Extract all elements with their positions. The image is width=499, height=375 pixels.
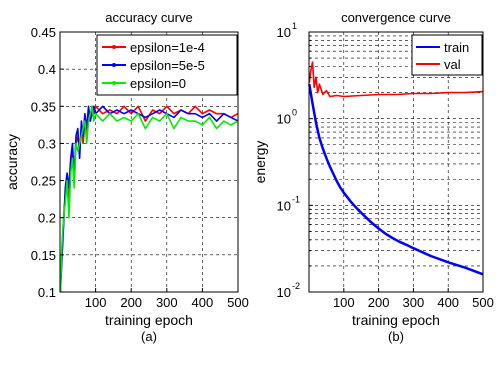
accuracy-x-axis-label: training epoch bbox=[105, 312, 193, 328]
convergence-legend: train val bbox=[411, 34, 483, 76]
legend-label: train bbox=[444, 40, 469, 55]
y-tick-label: 10 bbox=[277, 112, 291, 127]
x-tick-label: 500 bbox=[227, 295, 249, 310]
legend-marker bbox=[112, 45, 116, 49]
legend-label: val bbox=[444, 57, 461, 72]
y-tick-label: 10 bbox=[277, 25, 291, 40]
y-tick-label: 10 bbox=[277, 198, 291, 213]
accuracy-y-axis-label: accuracy bbox=[4, 134, 20, 190]
y-tick-exponent: 0 bbox=[292, 108, 297, 118]
legend-marker bbox=[112, 63, 116, 67]
y-tick-exponent: -2 bbox=[292, 281, 300, 291]
x-tick-label: 300 bbox=[156, 295, 178, 310]
x-tick-label: 100 bbox=[333, 295, 355, 310]
legend-marker bbox=[112, 81, 116, 85]
series-line-train bbox=[308, 83, 484, 276]
x-tick-label: 400 bbox=[437, 295, 459, 310]
x-tick-label: 200 bbox=[120, 295, 142, 310]
accuracy-chart-title: accuracy curve bbox=[105, 10, 192, 25]
y-tick-label: 0.35 bbox=[31, 99, 56, 114]
x-tick-label: 200 bbox=[368, 295, 390, 310]
x-tick-label: 500 bbox=[472, 295, 494, 310]
series-line-val bbox=[308, 61, 484, 98]
convergence-plot-frame bbox=[308, 31, 484, 293]
accuracy-legend: epsilon=1e-4 epsilon=5e-5 epsilon=0 bbox=[96, 34, 238, 96]
y-tick-label: 0.1 bbox=[38, 285, 56, 300]
legend-label: epsilon=1e-4 bbox=[130, 40, 205, 55]
y-tick-label: 0.2 bbox=[38, 211, 56, 226]
y-tick-label: 0.15 bbox=[31, 248, 56, 263]
series-line-epsilon-1e-4 bbox=[59, 105, 239, 285]
y-tick-exponent: -1 bbox=[292, 194, 300, 204]
series-line-epsilon-0 bbox=[59, 105, 239, 293]
accuracy-axis-ticks: 100 200 300 400 500 0.1 0.15 0.2 0.25 0.3 0.35 0.4 0… bbox=[31, 25, 249, 310]
x-tick-label: 400 bbox=[192, 295, 214, 310]
y-tick-label: 0.3 bbox=[38, 136, 56, 151]
convergence-series-lines bbox=[308, 61, 484, 276]
y-tick-label: 0.25 bbox=[31, 174, 56, 189]
convergence-x-axis-label: training epoch bbox=[352, 312, 440, 328]
convergence-chart-title: convergence curve bbox=[341, 10, 451, 25]
legend-box bbox=[411, 34, 483, 76]
x-tick-label: 300 bbox=[403, 295, 425, 310]
accuracy-chart: accuracy curve 100 200 300 400 500 0.1 0.15 0.2… bbox=[4, 10, 249, 344]
accuracy-plot-frame bbox=[59, 31, 239, 293]
accuracy-caption: (a) bbox=[141, 329, 157, 344]
x-tick-label: 100 bbox=[85, 295, 107, 310]
y-tick-label: 10 bbox=[277, 285, 291, 300]
accuracy-series-lines bbox=[59, 105, 239, 293]
legend-label: epsilon=0 bbox=[130, 76, 186, 91]
y-tick-label: 0.4 bbox=[38, 62, 56, 77]
y-tick-exponent: 1 bbox=[292, 21, 297, 31]
convergence-caption: (b) bbox=[388, 329, 404, 344]
convergence-y-axis-label: energy bbox=[252, 141, 268, 184]
y-tick-label: 0.45 bbox=[31, 25, 56, 40]
legend-label: epsilon=5e-5 bbox=[130, 58, 205, 73]
